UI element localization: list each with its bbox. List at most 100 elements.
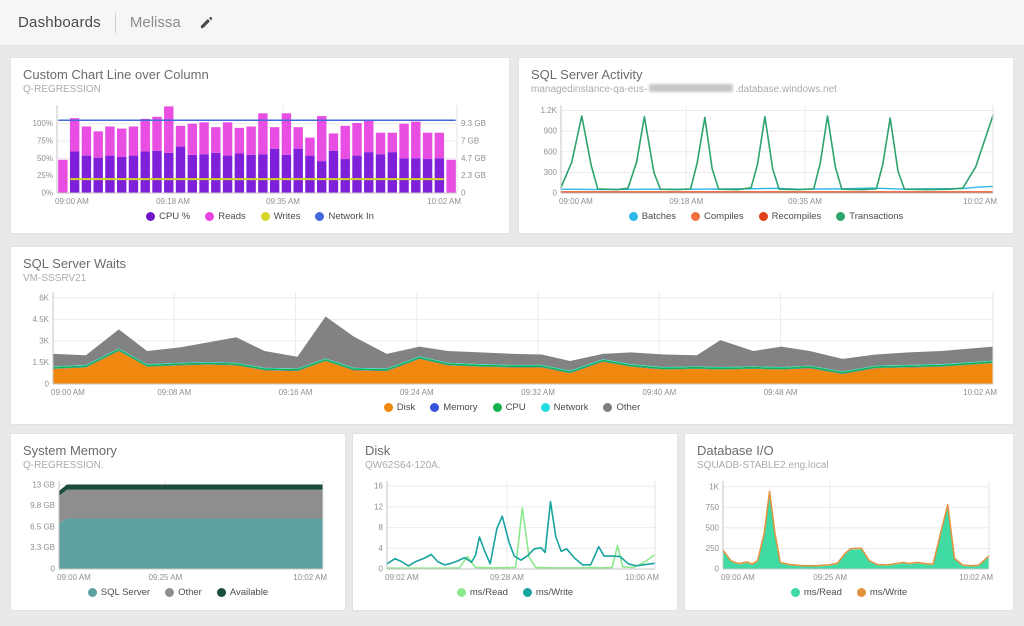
panel-title: SQL Server Waits: [23, 256, 127, 271]
edit-icon[interactable]: [199, 15, 214, 30]
legend-item-reads[interactable]: Reads: [205, 210, 246, 222]
legend-dot-icon: [430, 402, 440, 412]
svg-text:3.3 GB: 3.3 GB: [30, 543, 55, 552]
legend-item-batches[interactable]: Batches: [628, 210, 677, 222]
system-memory-chart: 0 3.3 GB 6.5 GB 9.8 GB 13 GB 09:00 AM 09:25 AM…: [30, 480, 327, 582]
svg-text:7 GB: 7 GB: [461, 137, 479, 146]
disk-chart: 0 4 8 12 16 09:02 AM 09:28 AM 10:00 AM: [374, 481, 659, 582]
panel-subtitle: Q-REGRESSION: [23, 84, 101, 95]
panel-disk: Disk QW62S64-120A. 0 4 8 12 16 09:02 AM 09:28 …: [352, 433, 678, 611]
legend-label: Batches: [641, 210, 677, 222]
legend-item-other[interactable]: Other: [165, 587, 202, 598]
legend-dot-icon: [758, 211, 768, 221]
svg-text:0: 0: [553, 189, 558, 198]
legend-item-disk[interactable]: Disk: [383, 402, 415, 413]
svg-text:09:18 AM: 09:18 AM: [669, 197, 703, 206]
panel-title: Database I/O: [697, 443, 774, 458]
legend-dot-icon: [260, 211, 270, 221]
svg-text:09:00 AM: 09:00 AM: [559, 197, 593, 206]
panel-subtitle: SQUADB-STABLE2.eng.local: [697, 460, 829, 471]
svg-text:10:02 AM: 10:02 AM: [963, 197, 997, 206]
redacted-text: [649, 84, 734, 92]
legend-item-network[interactable]: Network: [540, 402, 588, 413]
legend-label: Available: [229, 586, 269, 598]
legend-dot-icon: [165, 587, 175, 597]
panel-title: Custom Chart Line over Column: [23, 67, 209, 82]
title-divider: [114, 12, 116, 33]
legend-label: SQL Server: [100, 586, 151, 598]
legend-item-recompiles[interactable]: Recompiles: [758, 210, 822, 222]
legend-label: ms/Write: [535, 586, 574, 598]
legend-dot-icon: [216, 587, 226, 597]
svg-text:09:00 AM: 09:00 AM: [51, 388, 85, 397]
svg-text:09:24 AM: 09:24 AM: [400, 388, 434, 397]
panel-title: System Memory: [23, 443, 117, 458]
dashboard-name[interactable]: Melissa: [129, 14, 181, 31]
panel-subtitle: QW62S64-120A.: [365, 460, 441, 471]
database-io-chart: 0 250 500 750 1K 09:00 AM 09:25 AM 10:02 AM: [706, 481, 993, 582]
legend-dot-icon: [603, 402, 613, 412]
legend-item-cpu-[interactable]: CPU %: [146, 211, 190, 222]
legend-item-available[interactable]: Available: [216, 586, 269, 598]
legend-item-network-in[interactable]: Network In: [315, 210, 374, 222]
legend-item-ms-read[interactable]: ms/Read: [790, 586, 842, 598]
svg-text:09:08 AM: 09:08 AM: [157, 388, 191, 397]
panel-sql-server-activity: SQL Server Activity managedinstance-qa-e…: [518, 57, 1014, 234]
legend-dot-icon: [836, 211, 846, 221]
legend-item-transactions[interactable]: Transactions: [836, 211, 903, 222]
legend-item-cpu[interactable]: CPU: [492, 402, 526, 413]
svg-text:09:00 AM: 09:00 AM: [721, 573, 755, 582]
svg-text:50%: 50%: [37, 154, 53, 163]
svg-text:4.7 GB: 4.7 GB: [461, 154, 486, 163]
legend-dot-icon: [628, 211, 638, 221]
panel-database-io: Database I/O SQUADB-STABLE2.eng.local 0 2…: [684, 433, 1014, 611]
panel-title: SQL Server Activity: [531, 67, 643, 82]
legend-label: Recompiles: [771, 210, 822, 222]
legend-label: Network In: [328, 210, 374, 222]
panel-subtitle: Q-REGRESSION.: [23, 460, 104, 471]
legend-item-ms-read[interactable]: ms/Read: [456, 587, 508, 598]
svg-text:09:28 AM: 09:28 AM: [490, 573, 524, 582]
svg-text:2.3 GB: 2.3 GB: [461, 171, 486, 180]
svg-text:12: 12: [374, 502, 383, 511]
svg-text:500: 500: [706, 523, 720, 532]
legend-label: CPU %: [159, 210, 191, 222]
panel-title: Disk: [365, 443, 391, 458]
legend-item-compiles[interactable]: Compiles: [691, 211, 744, 222]
legend-item-ms-write[interactable]: ms/Write: [522, 586, 574, 598]
svg-text:3K: 3K: [39, 336, 49, 345]
app-title: Dashboards: [18, 14, 101, 31]
subtitle-suffix: .database.windows.net: [735, 84, 837, 95]
legend-dot-icon: [383, 402, 393, 412]
svg-text:13 GB: 13 GB: [32, 480, 55, 489]
legend-label: ms/Read: [803, 586, 842, 598]
svg-text:0: 0: [51, 565, 56, 574]
legend-item-ms-write[interactable]: ms/Write: [856, 587, 907, 598]
legend-item-sql-server[interactable]: SQL Server: [87, 586, 151, 598]
svg-text:10:02 AM: 10:02 AM: [427, 197, 461, 206]
svg-text:0: 0: [715, 565, 720, 574]
legend-label: Other: [616, 401, 641, 413]
svg-text:1K: 1K: [709, 482, 719, 491]
legend-dot-icon: [456, 587, 466, 597]
svg-text:09:00 AM: 09:00 AM: [55, 197, 89, 206]
svg-text:4: 4: [379, 544, 384, 553]
svg-text:6.5 GB: 6.5 GB: [30, 522, 55, 531]
panel-sql-server-waits: SQL Server Waits VM-SSSRV21 0 1.5K 3K 4.5K 6…: [10, 246, 1014, 425]
legend-dot-icon: [205, 211, 215, 221]
legend-item-other[interactable]: Other: [603, 402, 640, 413]
legend-dot-icon: [790, 587, 800, 597]
chart-legend: SQL Server Other Available: [23, 584, 333, 600]
sql-server-activity-chart: 0 300 600 900 1.2K 09:00 AM 09:18 AM 09:35 AM 10…: [541, 105, 997, 206]
svg-text:100%: 100%: [33, 119, 53, 128]
chart-legend: Disk Memory CPU Network Other: [23, 399, 1001, 415]
panel-system-memory: System Memory Q-REGRESSION. 0 3.3 GB 6.5 G…: [10, 433, 346, 611]
svg-text:09:16 AM: 09:16 AM: [279, 388, 313, 397]
legend-label: Reads: [218, 210, 246, 222]
legend-label: Writes: [273, 210, 301, 222]
legend-item-memory[interactable]: Memory: [430, 402, 478, 413]
chart-legend: ms/Read ms/Write: [365, 584, 665, 600]
legend-item-writes[interactable]: Writes: [260, 210, 301, 222]
legend-dot-icon: [87, 587, 97, 597]
svg-text:0: 0: [379, 565, 384, 574]
